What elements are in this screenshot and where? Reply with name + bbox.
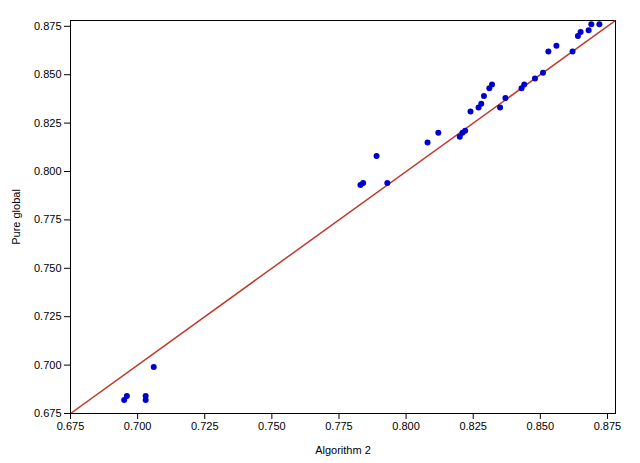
svg-text:Pure global: Pure global [10, 189, 22, 245]
svg-text:0.850: 0.850 [34, 68, 62, 80]
svg-text:0.700: 0.700 [124, 420, 152, 432]
svg-text:0.775: 0.775 [325, 420, 353, 432]
svg-text:0.725: 0.725 [34, 310, 62, 322]
svg-text:0.750: 0.750 [258, 420, 286, 432]
svg-text:0.825: 0.825 [459, 420, 487, 432]
svg-text:0.875: 0.875 [594, 420, 622, 432]
svg-text:0.800: 0.800 [34, 165, 62, 177]
svg-text:0.800: 0.800 [392, 420, 420, 432]
svg-text:0.700: 0.700 [34, 359, 62, 371]
svg-text:0.750: 0.750 [34, 262, 62, 274]
svg-text:0.825: 0.825 [34, 117, 62, 129]
svg-text:0.875: 0.875 [34, 20, 62, 32]
svg-text:0.850: 0.850 [527, 420, 555, 432]
svg-text:0.775: 0.775 [34, 213, 62, 225]
svg-text:Algorithm 2: Algorithm 2 [315, 444, 371, 456]
svg-text:0.725: 0.725 [191, 420, 219, 432]
svg-text:0.675: 0.675 [34, 407, 62, 419]
svg-text:0.675: 0.675 [57, 420, 85, 432]
